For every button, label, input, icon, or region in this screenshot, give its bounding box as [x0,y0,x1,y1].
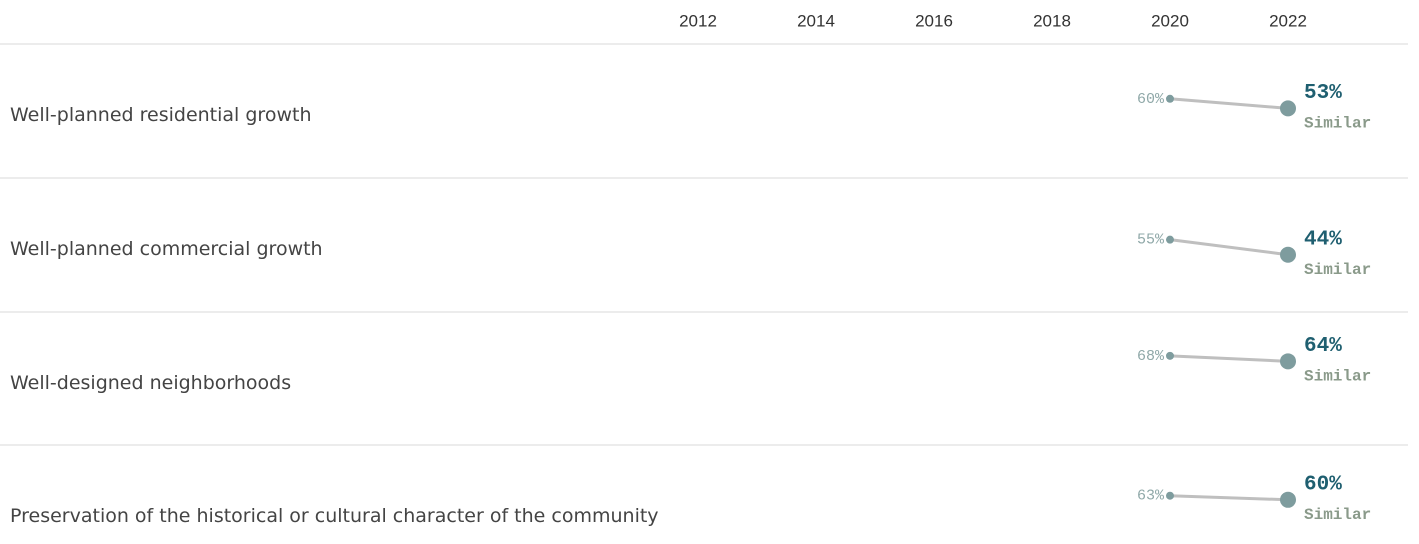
current-value-label: 44% [1304,228,1342,251]
current-point [1280,246,1296,263]
trend-line [1169,238,1289,257]
row-label-text: Well-planned commercial growth [10,237,323,260]
current-value-label: 64% [1304,335,1342,358]
x-tick-label: 2014 [797,11,835,30]
x-tick-label: 2022 [1269,11,1307,30]
row-label: Preservation of the historical or cultur… [10,481,670,544]
past-value-label: 55% [1137,232,1165,249]
current-point [1280,100,1296,117]
trend-line [1169,97,1289,110]
status-label: Similar [1304,506,1371,524]
past-point [1166,235,1174,244]
current-point [1280,353,1296,370]
trend-line [1169,354,1289,363]
trend-line [1169,494,1289,502]
x-tick-label: 2018 [1033,11,1071,30]
current-value-label: 60% [1304,473,1342,496]
past-point [1166,351,1174,360]
x-tick-label: 2020 [1151,11,1189,30]
x-tick-label: 2016 [915,11,953,30]
row-label: Well-planned commercial growth [10,214,670,284]
row-label: Well-designed neighborhoods [10,348,670,418]
past-point [1166,94,1174,103]
row-label: Well-planned residential growth [10,80,670,150]
past-point [1166,491,1174,500]
status-label: Similar [1304,368,1371,386]
past-value-label: 60% [1137,91,1165,108]
current-value-label: 53% [1304,82,1342,105]
row-label-text: Preservation of the historical or cultur… [10,504,659,527]
past-value-label: 68% [1137,348,1165,365]
past-value-label: 63% [1137,488,1165,505]
current-point [1280,491,1296,508]
x-tick-label: 2012 [679,11,717,30]
status-label: Similar [1304,261,1371,279]
status-label: Similar [1304,115,1371,133]
row-label-text: Well-designed neighborhoods [10,371,292,394]
row-label-text: Well-planned residential growth [10,103,312,126]
